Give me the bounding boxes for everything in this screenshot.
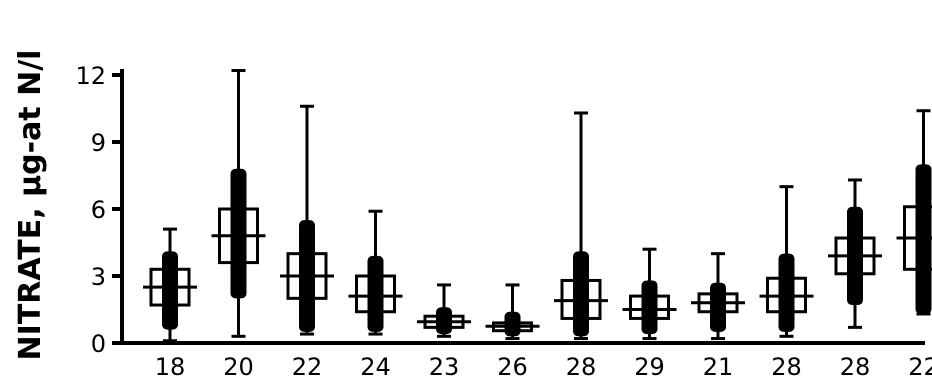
solid-bar (504, 311, 521, 337)
y-tick-label: 0 (91, 330, 106, 358)
x-tick-label: 28 (566, 353, 597, 381)
y-tick-label: 9 (91, 129, 106, 157)
solid-bar (573, 251, 589, 337)
x-tick-label: 29 (634, 353, 665, 381)
boxes (143, 69, 932, 343)
solid-bar (230, 168, 247, 299)
axes (120, 69, 925, 345)
y-tick-label: 3 (91, 263, 106, 291)
solid-bar (778, 253, 795, 332)
x-tick-label: 21 (703, 353, 734, 381)
x-ticks: 18 20 22 24 23 26 28 29 21 28 28 22 (155, 353, 932, 381)
x-tick-label: 22 (292, 353, 323, 381)
y-ticks: 0 3 6 9 12 (75, 62, 122, 358)
solid-bar (367, 255, 384, 332)
x-tick-label: 18 (155, 353, 186, 381)
x-tick-label: 24 (360, 353, 391, 381)
x-tick-label: 28 (771, 353, 802, 381)
y-axis-label: NITRATE, µg-at N/l (13, 50, 48, 361)
x-tick-label: 28 (840, 353, 871, 381)
solid-bar (710, 282, 726, 332)
y-tick-label: 12 (75, 62, 106, 90)
x-tick-label: 22 (908, 353, 932, 381)
solid-bar (641, 280, 658, 335)
y-tick-label: 6 (91, 196, 106, 224)
x-tick-label: 20 (223, 353, 254, 381)
x-tick-label: 23 (429, 353, 460, 381)
x-tick-label: 26 (497, 353, 528, 381)
solid-bar (162, 251, 178, 330)
